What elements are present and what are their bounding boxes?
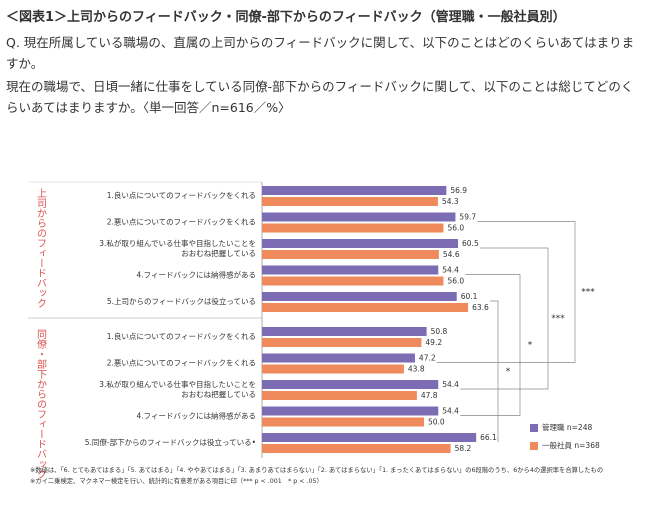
bar	[262, 197, 438, 206]
category-label: 3.私が取り組んでいる仕事や目指したいことをおおむね把握している	[99, 379, 256, 399]
bar	[262, 380, 439, 389]
value-label: 54.4	[442, 407, 459, 416]
bar	[262, 406, 439, 416]
value-label: 58.2	[455, 444, 472, 453]
category-label: 4.フィードバックには納得感がある	[136, 411, 256, 421]
group-label: 上司からのフィードバック	[35, 188, 47, 308]
group-label: 同僚・部下からのフィードバック	[35, 329, 47, 479]
value-label: 63.6	[472, 303, 489, 312]
bar	[262, 265, 439, 275]
value-label: 54.3	[442, 197, 459, 206]
category-label: 2.悪い点についてのフィードバックをくれる	[107, 359, 256, 368]
category-label: 1.良い点についてのフィードバックをくれる	[107, 331, 256, 341]
significance-bracket	[460, 274, 521, 416]
bar	[262, 239, 459, 248]
question: Q. 現在所属している職場の、直属の上司からのフィードバックに関して、以下のこと…	[6, 35, 635, 71]
significance-label: ***	[551, 314, 565, 324]
significance-bracket	[436, 221, 576, 363]
significance-label: ***	[581, 288, 595, 298]
bar	[262, 444, 451, 453]
legend-label: 管理職 n=248	[542, 422, 592, 432]
value-label: 54.4	[442, 266, 459, 275]
bar	[262, 292, 457, 301]
bar	[262, 303, 469, 312]
value-label: 50.8	[431, 327, 448, 336]
question: 現在の職場で、日頃一緒に仕事をしている同僚-部下からのフィードバックに関して、以…	[6, 79, 634, 115]
bar	[262, 417, 424, 427]
bar	[262, 433, 477, 442]
category-label: 5.上司からのフィードバックは役立っている	[107, 296, 256, 306]
value-label: 47.8	[421, 391, 438, 400]
value-label: 50.0	[428, 418, 445, 427]
value-label: 47.2	[419, 354, 436, 363]
bar	[262, 391, 417, 400]
category-label: 1.良い点についてのフィードバックをくれる	[107, 190, 256, 200]
bar	[262, 338, 422, 347]
bar	[262, 212, 456, 222]
bar	[262, 327, 427, 336]
value-label: 66.1	[480, 433, 497, 442]
legend-label: 一般社員 n=368	[542, 440, 600, 450]
category-label: 2.悪い点についてのフィードバックをくれる	[107, 218, 256, 227]
bar	[262, 353, 415, 363]
bar	[262, 250, 439, 259]
significance-label: *	[528, 341, 533, 351]
legend-swatch	[530, 424, 538, 432]
value-label: 49.2	[425, 338, 442, 347]
title: ＜図表1＞上司からのフィードバック・同僚-部下からのフィードバック（管理職・一般…	[6, 10, 566, 25]
value-label: 56.9	[450, 186, 467, 195]
value-label: 60.1	[461, 292, 478, 301]
value-label: 43.8	[408, 365, 425, 374]
value-label: 56.0	[447, 224, 464, 233]
value-label: 60.5	[462, 239, 479, 248]
significance-bracket	[460, 247, 549, 390]
bar	[262, 223, 444, 233]
bar	[262, 186, 447, 195]
bar	[262, 276, 444, 286]
footnote: ※カイ二乗検定、マクネマー検定を行い、統計的に有意差がある項目に印（*** p …	[30, 476, 323, 485]
category-label: 5.同僚‐部下からのフィードバックは役立っている•	[85, 437, 256, 447]
significance-bracket	[490, 300, 499, 443]
value-label: 56.0	[447, 277, 464, 286]
category-label: 4.フィードバックには納得感がある	[136, 270, 256, 280]
category-label: 3.私が取り組んでいる仕事や目指したいことをおおむね把握している	[99, 238, 256, 258]
footnote: ※数値は、「6. とてもあてはまる」「5. あてはまる」「4. ややあてはまる」…	[30, 465, 603, 474]
legend-swatch	[530, 442, 538, 450]
value-label: 54.6	[443, 250, 460, 259]
bar	[262, 364, 404, 374]
value-label: 59.7	[459, 213, 476, 222]
significance-label: *	[506, 367, 511, 377]
value-label: 54.4	[442, 380, 459, 389]
